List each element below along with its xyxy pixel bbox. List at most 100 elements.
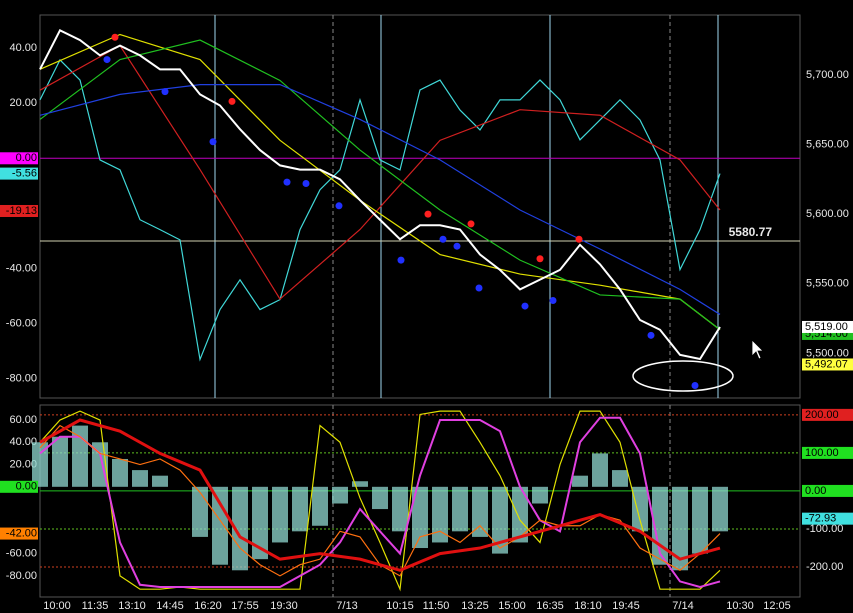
y-tick-label: 20.00 <box>9 458 37 470</box>
series-line <box>39 84 721 315</box>
histogram-bar <box>492 486 508 554</box>
histogram-bar <box>72 425 88 487</box>
histogram-bar <box>672 486 688 571</box>
pivot-dot <box>302 180 310 188</box>
y2-tick-label: -200.00 <box>806 561 843 573</box>
value-marker-box <box>0 480 38 493</box>
value-marker-box <box>802 408 853 421</box>
y-tick-label: 40.00 <box>9 42 37 54</box>
x-tick-label: 14:45 <box>156 600 184 612</box>
pivot-dot <box>283 178 291 186</box>
pivot-dot <box>424 210 432 218</box>
histogram-bar <box>192 486 208 537</box>
y2-tick-label: 5,550.00 <box>806 278 849 290</box>
x-tick-label: 17:55 <box>231 600 259 612</box>
histogram-bar <box>132 470 148 487</box>
histogram-bar <box>232 486 248 571</box>
y2-tick-label: 5,500.00 <box>806 347 849 359</box>
histogram-bar <box>52 436 68 487</box>
y-tick-label: 20.00 <box>9 97 37 109</box>
value-marker-label: -42.00 <box>6 527 37 539</box>
x-tick-label: 15:00 <box>498 600 526 612</box>
value-marker-label: 0.00 <box>16 152 37 164</box>
histogram-bar <box>212 486 228 565</box>
x-tick-label: 11:35 <box>82 600 109 612</box>
histogram-bar <box>432 486 448 543</box>
value-marker-label: -19.13 <box>6 205 37 217</box>
value-marker-label: -5.56 <box>12 168 37 180</box>
x-tick-label: 10:30 <box>726 600 754 612</box>
x-tick-label: 16:35 <box>536 600 564 612</box>
series-line <box>39 44 721 301</box>
y-tick-label: -80.00 <box>6 570 37 582</box>
y-tick-label: -80.00 <box>6 373 37 385</box>
x-tick-label: 7/14 <box>672 600 693 612</box>
pivot-dot <box>691 381 699 389</box>
y-tick-label: 60.00 <box>9 414 37 426</box>
y-tick-label: -40.00 <box>6 262 37 274</box>
series-line <box>39 39 721 331</box>
pivot-dot <box>647 331 655 339</box>
histogram-bar <box>112 458 128 487</box>
value-marker-label: -72.93 <box>805 513 836 525</box>
x-tick-label: 12:05 <box>763 600 791 612</box>
x-tick-label: 7/13 <box>336 600 357 612</box>
pivot-dot <box>335 202 343 210</box>
value-marker-label: 5,492.07 <box>805 358 848 370</box>
series-line <box>39 58 721 362</box>
series-line <box>39 28 721 361</box>
x-tick-label: 10:15 <box>386 600 414 612</box>
pivot-dot <box>228 97 236 105</box>
pivot-dot <box>439 235 447 243</box>
value-marker-box <box>802 484 853 497</box>
histogram-bar <box>292 486 308 532</box>
x-tick-label: 16:20 <box>194 600 222 612</box>
histogram-bar <box>712 486 728 532</box>
x-tick-label: 13:10 <box>118 600 146 612</box>
pivot-dot <box>397 256 405 264</box>
y-tick-label: -60.00 <box>6 318 37 330</box>
pivot-dot <box>475 284 483 292</box>
pivot-dot <box>575 235 583 243</box>
value-marker-box <box>0 167 38 180</box>
y2-tick-label: 5,700.00 <box>806 69 849 81</box>
histogram-bar <box>452 486 468 532</box>
histogram-bar <box>272 486 288 543</box>
histogram-bar <box>392 486 408 532</box>
histogram-bar <box>632 486 648 532</box>
histogram-bar <box>372 486 388 510</box>
pivot-dot <box>549 297 557 305</box>
x-tick-label: 11:50 <box>423 600 450 612</box>
y2-tick-label: 5,650.00 <box>806 138 849 150</box>
y2-tick-label: 5,600.00 <box>806 208 849 220</box>
histogram-bar <box>412 486 428 549</box>
x-tick-label: 19:30 <box>270 600 298 612</box>
histogram-bar <box>332 486 348 504</box>
series-line <box>39 410 721 592</box>
pivot-dot <box>161 88 169 96</box>
x-tick-label: 18:10 <box>574 600 602 612</box>
histogram-bar <box>512 486 528 543</box>
histogram-bar <box>352 481 368 487</box>
histogram-bar <box>572 475 588 487</box>
pivot-dot <box>521 302 529 310</box>
value-marker-label: 100.00 <box>805 447 839 459</box>
value-marker-box <box>802 446 853 459</box>
value-marker-label: 5,519.00 <box>805 321 848 333</box>
value-marker-label: 0.00 <box>805 485 826 497</box>
pivot-dot <box>209 138 217 146</box>
value-marker-box <box>802 358 853 371</box>
histogram-bar <box>252 486 268 560</box>
y2-tick-label: -100.00 <box>806 523 843 535</box>
histogram-bar <box>692 486 708 554</box>
series-line <box>39 416 721 589</box>
crosshair-label: 5580.77 <box>729 225 773 239</box>
x-tick-label: 13:25 <box>461 600 489 612</box>
x-tick-label: 10:00 <box>43 600 71 612</box>
histogram-bar <box>652 486 668 565</box>
pivot-dot <box>467 220 475 228</box>
value-marker-box <box>0 152 38 165</box>
histogram-bar <box>472 486 488 537</box>
value-marker-box <box>802 320 853 333</box>
